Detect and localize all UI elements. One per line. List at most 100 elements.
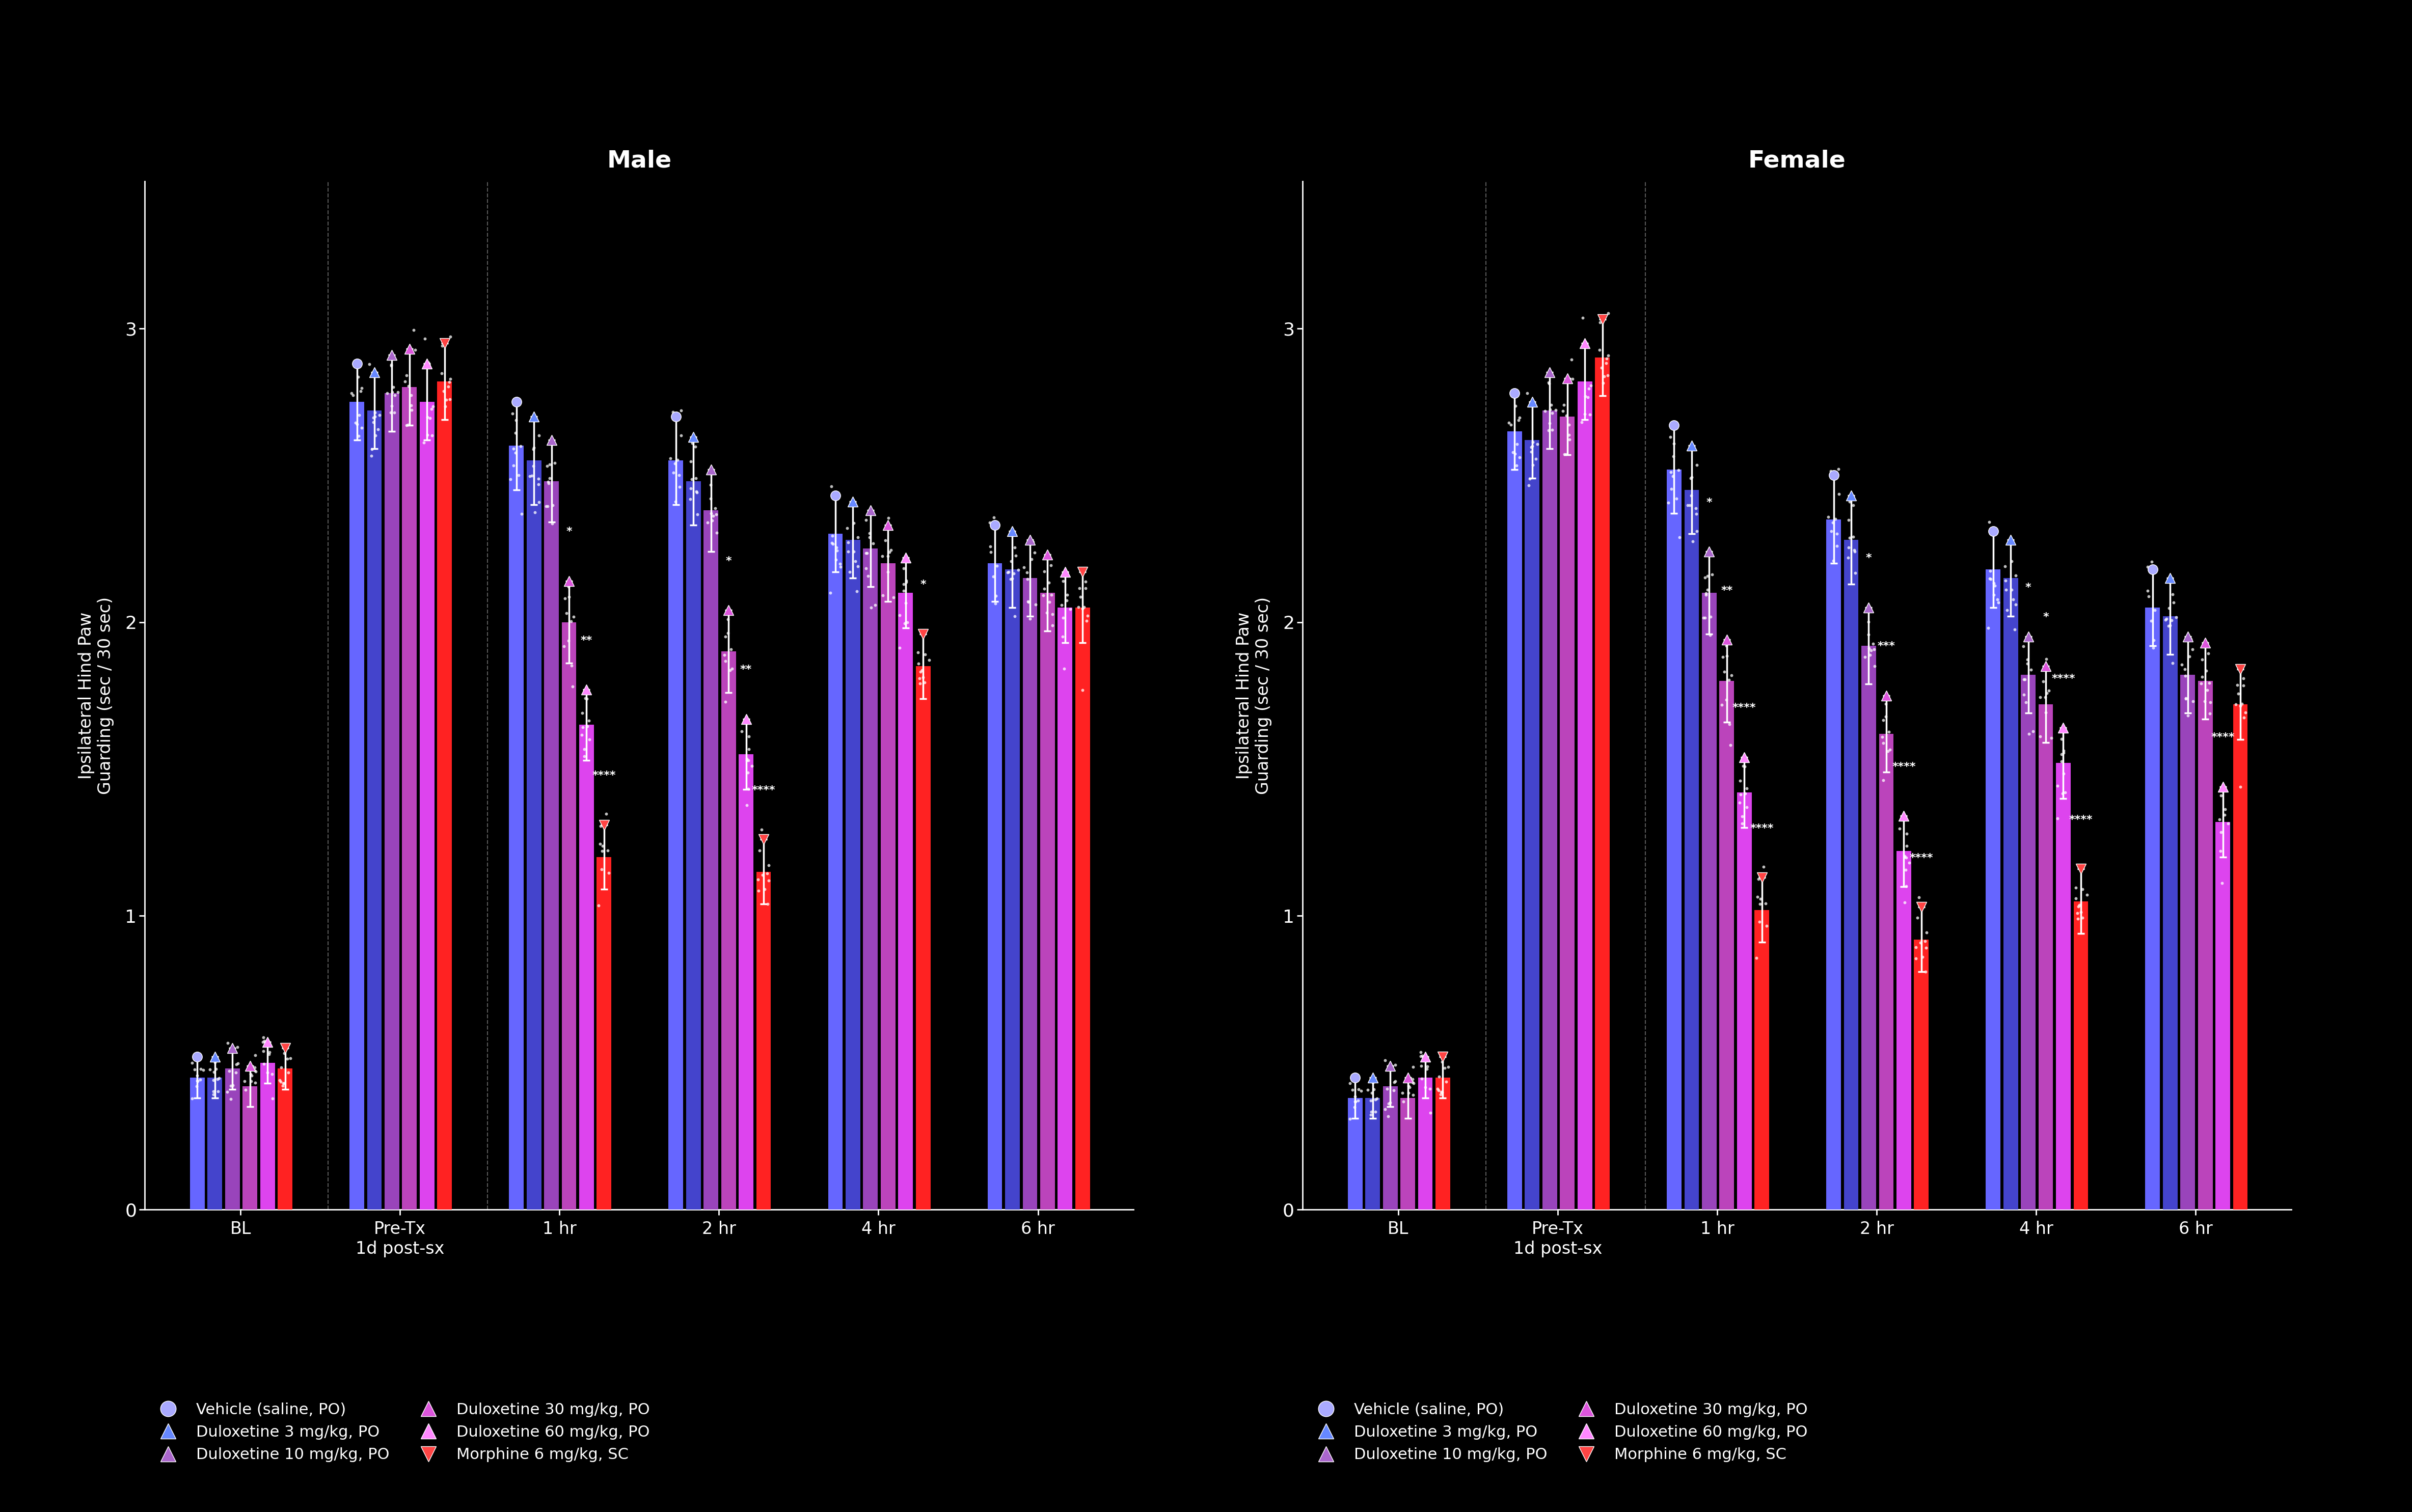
Point [410,352,449,376]
Point [2188,659,2226,683]
Point [692,487,731,511]
Point [1336,1090,1375,1114]
Point [531,466,569,490]
Point [1527,399,1565,423]
Point [1015,593,1054,617]
Point [212,1087,251,1111]
Point [1898,906,1937,930]
Point [813,531,851,555]
Point [1713,664,1751,688]
Point [1836,561,1874,585]
Point [253,1086,292,1110]
Point [1850,609,1889,634]
Bar [437,381,451,1210]
Point [1669,493,1708,517]
Point [1828,535,1867,559]
Point [740,838,779,862]
Point [709,621,748,646]
Point [268,1060,306,1084]
Point [863,584,902,608]
Point [830,559,868,584]
Point [2127,555,2166,579]
Point [2060,894,2098,918]
Point [2154,582,2193,606]
Point [526,494,564,519]
Point [1401,1054,1440,1078]
Point [357,423,396,448]
Point [2026,700,2065,724]
Point [994,561,1032,585]
Bar [1059,608,1073,1210]
Point [207,1080,246,1104]
Point [658,448,697,472]
Point [265,1070,304,1095]
Point [2132,609,2171,634]
Bar [579,724,593,1210]
Point [1864,708,1903,732]
Point [1672,466,1710,490]
Point [1370,1090,1409,1114]
Bar [827,534,842,1210]
Point [1336,1084,1375,1108]
Point [2202,783,2241,807]
Point [586,812,625,836]
Point [712,658,750,682]
Bar [1915,939,1930,1210]
Point [1725,754,1763,779]
Point [2224,673,2262,697]
Point [386,369,425,393]
Point [1676,454,1715,478]
Point [1409,1054,1447,1078]
Point [675,466,714,490]
Point [1544,399,1582,423]
Bar [403,387,417,1210]
Text: **: ** [740,665,753,674]
Point [2205,779,2243,803]
Point [2026,647,2065,671]
Point [181,1057,219,1081]
Point [1563,410,1602,434]
Point [1659,525,1698,549]
Bar [880,564,895,1210]
Point [388,373,427,398]
Point [1855,637,1893,661]
Point [352,437,391,461]
Point [1814,549,1852,573]
Point [1867,705,1905,729]
Point [1862,724,1901,748]
Point [2164,652,2202,676]
Point [1886,857,1925,881]
Point [195,1060,234,1084]
Title: Female: Female [1749,150,1845,172]
Point [1720,791,1758,815]
Point [1568,333,1606,357]
Point [1828,546,1867,570]
Bar [1006,569,1020,1210]
Point [195,1049,234,1074]
Bar [2144,608,2161,1210]
Point [1517,432,1556,457]
Point [1500,405,1539,429]
Bar [1023,578,1037,1210]
Point [974,564,1013,588]
Point [1997,562,2036,587]
Point [1845,646,1884,670]
Point [1030,590,1069,614]
Point [2152,608,2190,632]
Point [567,686,605,711]
Point [1850,643,1889,667]
Point [2009,652,2048,676]
Point [2147,608,2185,632]
Point [217,1036,256,1060]
Point [1389,1075,1428,1099]
Point [728,761,767,785]
Point [707,649,745,673]
Point [1679,519,1717,543]
Point [2024,670,2062,694]
Point [232,1069,270,1093]
Point [1886,874,1925,898]
Point [1028,600,1066,624]
Bar [1703,593,1717,1210]
Point [1423,1080,1462,1104]
Point [352,443,391,467]
